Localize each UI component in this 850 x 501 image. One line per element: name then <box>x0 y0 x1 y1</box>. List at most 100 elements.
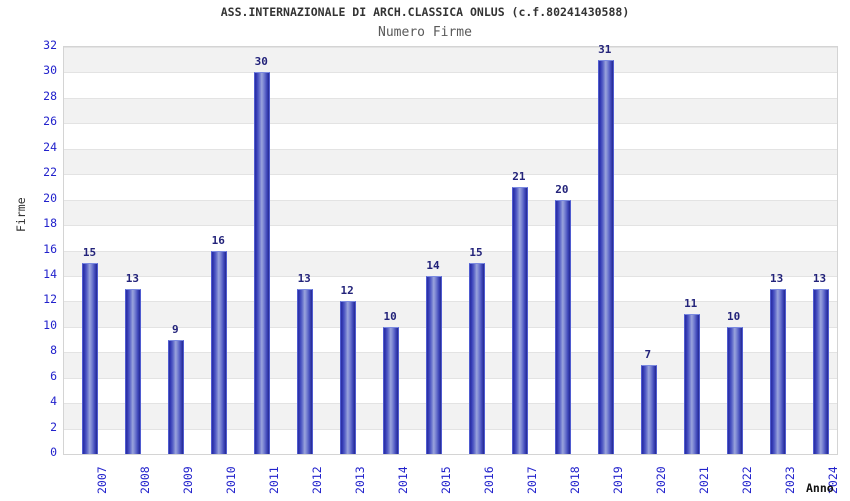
grid-band <box>64 97 837 124</box>
bar <box>769 288 786 454</box>
grid-band <box>64 148 837 175</box>
y-tick-label: 6 <box>50 368 57 383</box>
x-tick-label: 2021 <box>696 466 711 494</box>
x-axis-ticks: 2007 2008 2009 2010 2011 2012 2013 2014 2015 2016… <box>63 461 839 501</box>
y-tick-label: 12 <box>43 292 57 307</box>
y-tick-label: 16 <box>43 241 57 256</box>
bar <box>211 250 228 454</box>
bar-value-label: 11 <box>684 297 698 311</box>
x-tick-label: 2019 <box>610 466 625 494</box>
bar-value-label: 13 <box>812 271 827 285</box>
bar <box>640 364 657 454</box>
bar <box>812 288 829 454</box>
gridline <box>64 301 837 302</box>
y-tick-label: 20 <box>43 190 57 205</box>
bar-value-label: 12 <box>340 284 354 298</box>
x-tick-label: 2023 <box>782 466 797 494</box>
y-tick-label: 24 <box>43 139 57 154</box>
x-tick-label: 2017 <box>524 466 539 494</box>
gridline <box>64 225 837 226</box>
x-tick-label: 2020 <box>653 466 668 494</box>
bar <box>340 301 357 454</box>
gridline <box>64 72 837 73</box>
bar <box>125 288 142 454</box>
gridline <box>64 47 837 48</box>
y-tick-label: 14 <box>43 266 57 281</box>
bar-value-label: 13 <box>769 271 784 285</box>
grid-band <box>64 352 837 378</box>
x-tick-label: 2011 <box>267 466 282 494</box>
grid-band <box>64 47 837 73</box>
y-tick-label: 28 <box>43 88 57 103</box>
gridline <box>64 251 837 252</box>
x-tick-label: 2014 <box>396 466 411 494</box>
x-tick-label: 2018 <box>567 466 582 494</box>
y-tick-label: 30 <box>43 63 57 78</box>
bar <box>254 72 271 454</box>
bar <box>554 199 571 454</box>
bar-value-label: 13 <box>297 271 311 285</box>
x-tick-label: 2022 <box>739 466 754 494</box>
grid-band <box>64 199 837 226</box>
y-tick-label: 26 <box>43 114 57 129</box>
bar-value-label: 7 <box>644 347 652 361</box>
y-axis-ticks: 0 2 4 6 8 10 12 14 16 18 20 22 24 26 28 30 32 <box>0 38 57 459</box>
bar <box>426 275 443 454</box>
bar-value-label: 10 <box>727 309 741 323</box>
bar <box>468 263 485 454</box>
gridline <box>64 454 837 455</box>
bar-value-label: 14 <box>426 258 440 272</box>
x-tick-label: 2008 <box>138 466 153 494</box>
bar-value-label: 20 <box>555 182 569 196</box>
gridline <box>64 98 837 99</box>
x-tick-label: 2015 <box>439 466 454 494</box>
gridline <box>64 276 837 277</box>
gridline <box>64 149 837 150</box>
bar-value-label: 10 <box>383 309 397 323</box>
gridline <box>64 403 837 404</box>
grid-band <box>64 403 837 429</box>
x-tick-label: 2012 <box>310 466 325 494</box>
bar <box>726 326 743 454</box>
bar-value-label: 15 <box>469 246 483 260</box>
y-tick-label: 2 <box>50 419 57 434</box>
x-tick-label: 2010 <box>224 466 239 494</box>
gridline <box>64 174 837 175</box>
bar <box>383 326 400 454</box>
gridline <box>64 378 837 379</box>
x-tick-label: 2009 <box>181 466 196 494</box>
chart-title: ASS.INTERNAZIONALE DI ARCH.CLASSICA ONLU… <box>220 5 630 19</box>
gridline <box>64 352 837 353</box>
bar-value-label: 9 <box>172 322 179 336</box>
bar-value-label: 16 <box>211 233 225 247</box>
x-tick-label: 2013 <box>353 466 368 494</box>
x-tick-label: 2007 <box>95 466 110 494</box>
bar <box>511 186 528 454</box>
y-tick-label: 10 <box>43 317 57 332</box>
chart-subtitle: Numero Firme <box>378 25 472 40</box>
y-tick-label: 32 <box>43 38 57 52</box>
bar-value-label: 21 <box>512 169 526 183</box>
plot-area <box>63 46 838 455</box>
bar-value-label: 31 <box>598 42 612 56</box>
gridline <box>64 200 837 201</box>
x-tick-label: 2016 <box>481 466 496 494</box>
y-tick-label: 18 <box>43 216 57 231</box>
bar <box>297 288 314 454</box>
gridline <box>64 429 837 430</box>
gridline <box>64 123 837 124</box>
bar-value-label: 15 <box>82 246 97 260</box>
y-tick-label: 0 <box>50 445 57 459</box>
gridline <box>64 327 837 328</box>
bar <box>82 263 99 454</box>
y-tick-label: 8 <box>50 343 57 358</box>
bar-value-label: 30 <box>254 55 268 69</box>
grid-band <box>64 301 837 327</box>
bar <box>168 339 185 454</box>
x-axis-title: Anno <box>806 481 834 495</box>
bar <box>683 314 700 454</box>
y-axis-title: Firme <box>14 197 28 232</box>
bar <box>597 59 614 454</box>
grid-band <box>64 250 837 276</box>
